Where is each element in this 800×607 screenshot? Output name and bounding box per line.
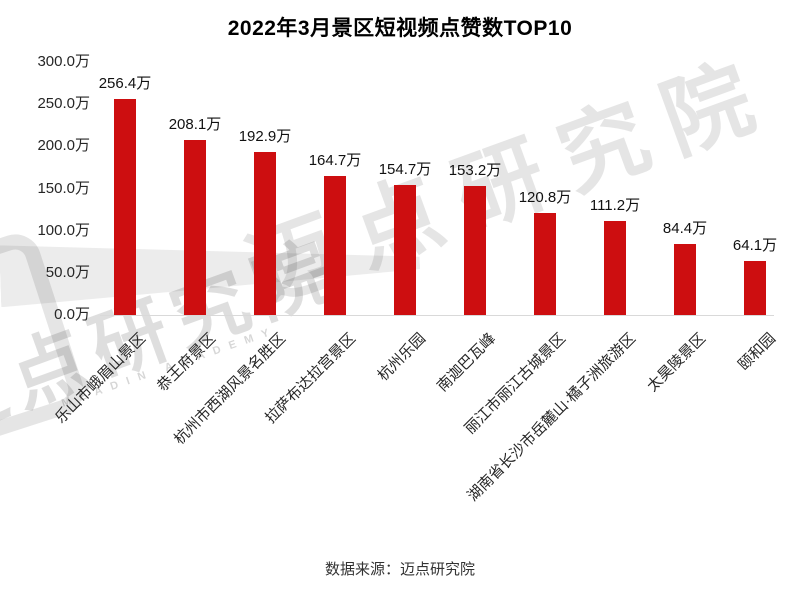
bar-5 [394, 184, 416, 315]
bar-2 [184, 139, 206, 315]
bar-value-label: 64.1万 [732, 236, 778, 254]
y-axis-tick-label: 200.0万 [37, 137, 90, 155]
y-axis-tick-label: 0.0万 [54, 306, 90, 323]
bar-value-label: 111.2万 [589, 197, 641, 215]
bar-value-label: 256.4万 [98, 74, 152, 92]
bar-3 [254, 152, 276, 315]
bar-1 [114, 98, 136, 315]
bar-value-label: 153.2万 [448, 161, 502, 179]
bar-value-label: 154.7万 [378, 160, 432, 178]
y-axis-tick-label: 50.0万 [45, 263, 90, 281]
bar-9 [674, 243, 696, 315]
y-axis-tick-label: 150.0万 [37, 179, 90, 197]
y-axis-tick-label: 300.0万 [37, 53, 90, 70]
bar-value-label: 192.9万 [238, 128, 292, 146]
data-source-caption: 数据来源：迈点研究院 [324, 561, 475, 578]
bar-6 [464, 185, 486, 315]
bar-10 [744, 260, 766, 315]
bar-8 [604, 221, 626, 315]
y-axis-tick-label: 250.0万 [37, 95, 90, 113]
bar-7 [534, 213, 556, 315]
y-axis-tick-label: 100.0万 [37, 221, 90, 239]
bar-value-label: 208.1万 [168, 115, 222, 133]
x-axis-line [100, 315, 774, 316]
bar-value-label: 164.7万 [308, 152, 362, 170]
bar-4 [324, 176, 346, 315]
chart-title: 2022年3月景区短视频点赞数TOP10 [227, 17, 573, 40]
bar-value-label: 120.8万 [518, 189, 572, 207]
bar-value-label: 84.4万 [662, 219, 708, 237]
